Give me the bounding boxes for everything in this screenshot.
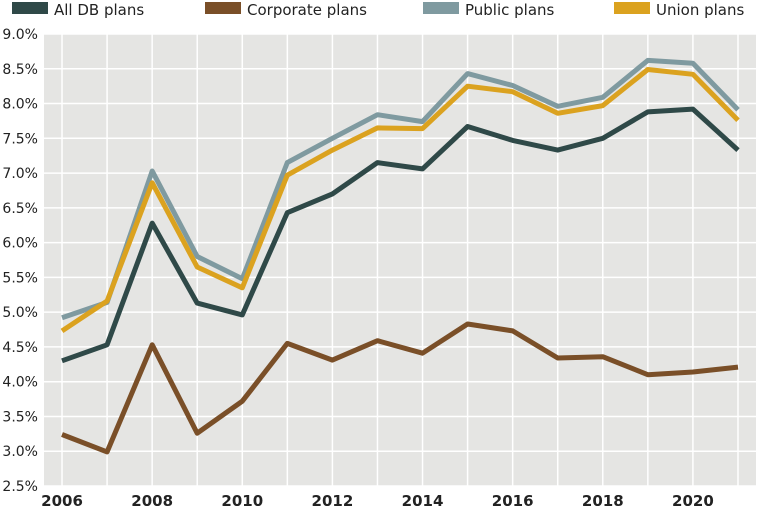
plot-background <box>44 34 756 486</box>
x-tick-label: 2014 <box>402 492 444 510</box>
x-tick-label: 2010 <box>221 492 263 510</box>
x-tick-label: 2006 <box>41 492 83 510</box>
series-line-all-db-plans <box>61 106 740 364</box>
y-tick-label: 6.0% <box>2 236 38 252</box>
legend: All DB plans Corporate plans Public plans U… <box>12 1 744 19</box>
y-tick-label: 5.0% <box>2 305 38 321</box>
series-line-union-plans <box>60 67 740 333</box>
y-tick-label: 8.0% <box>2 97 38 113</box>
y-tick-label: 4.5% <box>2 340 38 356</box>
x-tick-label: 2020 <box>672 492 714 510</box>
legend-swatch <box>614 2 650 14</box>
y-tick-label: 6.5% <box>2 201 38 217</box>
legend-swatch <box>423 2 459 14</box>
series-lines <box>60 57 740 455</box>
y-tick-label: 8.5% <box>2 62 38 78</box>
grid-lines <box>44 33 756 487</box>
legend-label: All DB plans <box>54 1 144 19</box>
legend-label: Union plans <box>656 1 744 19</box>
y-tick-label: 5.5% <box>2 270 38 286</box>
series-line-corporate-plans <box>61 321 739 455</box>
y-tick-label: 9.0% <box>2 27 38 43</box>
x-tick-label: 2012 <box>312 492 354 510</box>
y-tick-label: 7.5% <box>2 131 38 147</box>
series-line-public-plans <box>61 57 740 321</box>
legend-label: Corporate plans <box>247 1 367 19</box>
legend-swatch <box>205 2 241 14</box>
x-axis-ticks: 2006 2008 2010 2012 2014 2016 2018 2020 <box>41 492 714 510</box>
y-tick-label: 3.0% <box>2 444 38 460</box>
y-tick-label: 2.5% <box>2 479 38 495</box>
y-axis-ticks: 2.5% 3.0% 3.5% 4.0% 4.5% 5.0% 5.5% 6.0% 6.5% 7.0%… <box>2 27 38 495</box>
y-tick-label: 4.0% <box>2 375 38 391</box>
legend-swatch <box>12 2 48 14</box>
legend-label: Public plans <box>465 1 555 19</box>
y-tick-label: 7.0% <box>2 166 38 182</box>
x-tick-label: 2008 <box>131 492 173 510</box>
y-tick-label: 3.5% <box>2 409 38 425</box>
x-tick-label: 2016 <box>492 492 534 510</box>
x-tick-label: 2018 <box>582 492 624 510</box>
